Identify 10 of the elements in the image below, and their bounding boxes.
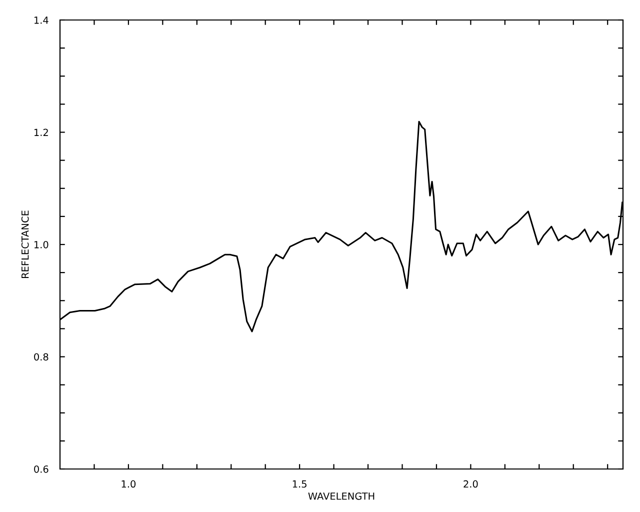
x-axis-title: WAVELENGTH [308,492,374,500]
y-tick-label: 0.6 [34,465,48,473]
x-tick-label: 1.0 [122,480,136,488]
y-tick-label: 1.0 [34,240,48,248]
x-tick-label: 2.0 [464,480,478,488]
y-tick-label: 1.2 [34,128,48,136]
y-tick-label: 0.8 [34,353,48,361]
y-axis-title: REFLECTANCE [21,210,29,278]
x-tick-label: 1.5 [292,480,306,488]
y-tick-label: 1.4 [34,16,48,24]
